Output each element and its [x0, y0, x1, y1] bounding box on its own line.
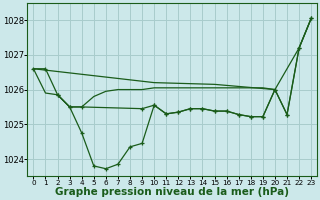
X-axis label: Graphe pression niveau de la mer (hPa): Graphe pression niveau de la mer (hPa) — [55, 187, 289, 197]
